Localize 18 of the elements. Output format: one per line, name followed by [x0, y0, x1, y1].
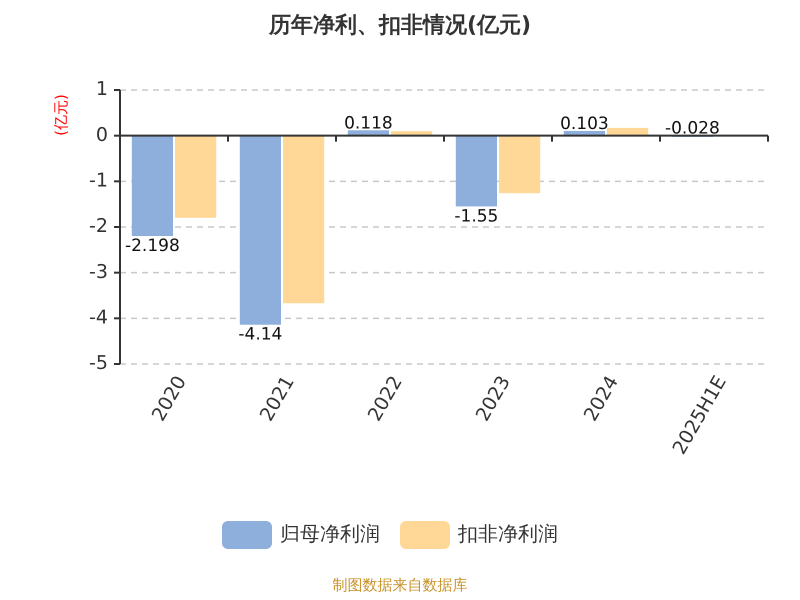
chart-title: 历年净利、扣非情况(亿元)	[268, 13, 532, 38]
y-tick-label: 1	[96, 78, 108, 100]
data-label: 0.103	[560, 114, 609, 134]
y-tick-label: -5	[89, 352, 108, 374]
data-label: 0.118	[344, 113, 393, 134]
y-axis-title: (亿元)	[52, 94, 70, 136]
data-label: -1.55	[454, 206, 498, 226]
y-tick-label: -1	[89, 170, 108, 192]
y-tick-label: -3	[89, 260, 108, 283]
data-label: -2.198	[124, 236, 180, 256]
legend-label: 扣非净利润	[457, 521, 558, 546]
data-label: -4.14	[238, 324, 282, 345]
data-label: -0.028	[664, 118, 720, 139]
text: 制图数据来自数据库	[332, 576, 468, 594]
legend-label: 归母净利润	[280, 521, 380, 546]
y-tick-label: -4	[89, 306, 108, 329]
y-tick-label: -2	[89, 215, 108, 238]
y-tick-label: 0	[96, 124, 108, 146]
